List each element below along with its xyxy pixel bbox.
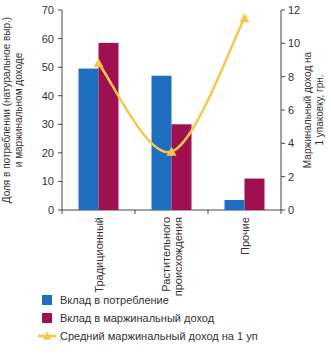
plot-area xyxy=(79,18,265,210)
y2-tick-label: 12 xyxy=(288,4,300,16)
y2-tick-label: 6 xyxy=(288,104,294,116)
marker xyxy=(240,13,250,22)
y-tick xyxy=(58,95,62,96)
marker xyxy=(167,147,177,156)
y2-tick xyxy=(281,143,285,144)
y2-tick-label: 10 xyxy=(288,37,300,49)
y-tick xyxy=(58,38,62,39)
legend-label: Средний маржинальный доход на 1 уп xyxy=(60,330,258,342)
y2-tick xyxy=(281,210,285,211)
y2-tick xyxy=(281,10,285,11)
y2-tick xyxy=(281,43,285,44)
y-tick-label: 30 xyxy=(42,118,54,130)
x-tick xyxy=(135,210,136,214)
y2-tick xyxy=(281,110,285,111)
y-tick xyxy=(58,67,62,68)
y2-tick xyxy=(281,76,285,77)
bar xyxy=(152,76,172,210)
line xyxy=(99,18,245,152)
category-label: Традиционный xyxy=(93,217,105,293)
legend: Вклад в потребление Вклад в маржинальный … xyxy=(38,294,258,342)
y-axis xyxy=(62,10,63,210)
y2-tick-label: 2 xyxy=(288,171,294,183)
bar xyxy=(79,69,99,210)
y-tick-label: 70 xyxy=(42,4,54,16)
legend-swatch xyxy=(42,313,52,323)
y-tick-label: 10 xyxy=(42,175,54,187)
y2-axis-title: Маржинальный доход на1 упаковку, грн. xyxy=(302,51,325,168)
legend-marker xyxy=(43,332,52,340)
y-tick-label: 60 xyxy=(42,33,54,45)
bar xyxy=(225,200,245,210)
y2-tick-label: 8 xyxy=(288,71,294,83)
y-tick xyxy=(58,124,62,125)
y-tick xyxy=(58,181,62,182)
legend-label: Вклад в потребление xyxy=(60,294,169,306)
bar xyxy=(245,179,265,210)
y-tick-label: 20 xyxy=(42,147,54,159)
x-tick xyxy=(62,210,63,214)
y2-tick xyxy=(281,176,285,177)
legend-label: Вклад в маржинальный доход xyxy=(60,312,215,324)
markers xyxy=(94,13,250,155)
y2-tick-label: 0 xyxy=(288,204,294,216)
y2-tick-label: 4 xyxy=(288,137,294,149)
category-label: Прочие xyxy=(239,217,251,255)
marker xyxy=(94,58,104,67)
y-tick-label: 50 xyxy=(42,61,54,73)
y-tick xyxy=(58,10,62,11)
y-tick-label: 0 xyxy=(48,204,54,216)
x-tick xyxy=(208,210,209,214)
category-label: Растительногопроисхождения xyxy=(160,217,184,296)
legend-swatch xyxy=(42,295,52,305)
y-tick xyxy=(58,210,62,211)
chart: 0 10 20 30 40 50 60 70 0 2 4 6 8 10 12 Традиционный Раст… xyxy=(0,0,331,354)
x-tick xyxy=(281,210,282,214)
y-tick-label: 40 xyxy=(42,90,54,102)
y-axis-title: Доля в потреблении (натуральное выр.)и м… xyxy=(1,17,24,203)
y-tick xyxy=(58,152,62,153)
